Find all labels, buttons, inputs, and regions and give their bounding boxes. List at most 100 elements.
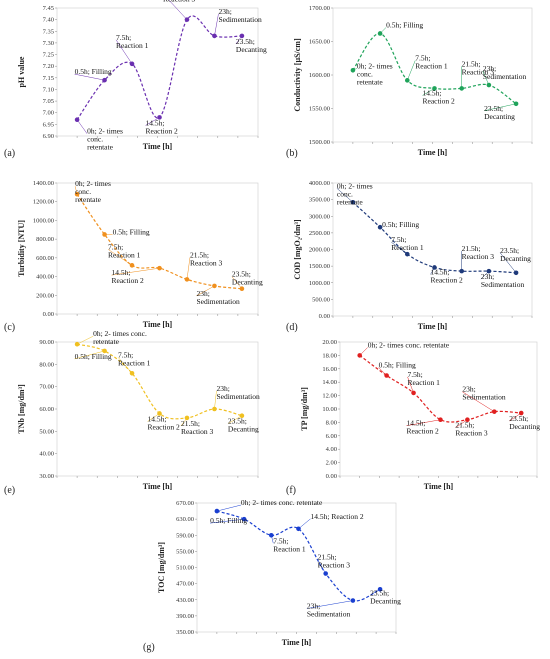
y-tick-label: 7.40 (43, 17, 54, 24)
chart-panel-g: 350.00 390.00 430.00 470.00 510.00 550.00 590.… (143, 498, 401, 653)
annotation-leader (298, 518, 311, 529)
plot-frame (56, 182, 259, 315)
x-axis-title: Time [h] (282, 638, 312, 647)
data-annotation: 7.5h; Reaction 1 (415, 53, 448, 70)
data-annotation: 0.5h; Filling (75, 352, 112, 361)
data-annotation: 21.5h;Reaction 3 (455, 421, 488, 438)
annotation-leader (74, 186, 78, 195)
chart-panel-c: 0.00 200.00 400.00 600.00 800.00 1000.00 1200.… (4, 179, 263, 333)
y-tick-label: 7.00 (43, 110, 54, 117)
panel-label: (d) (286, 322, 298, 333)
y-tick-label: 50.00 (39, 428, 54, 435)
y-tick-label: 7.35 (43, 28, 54, 35)
data-annotation: 0h; 2- times conc. retentate (337, 181, 373, 206)
data-annotation: 0.5h; Filling (386, 20, 423, 29)
data-point (438, 417, 443, 423)
data-annotation: 0.5h; Filling (75, 67, 112, 76)
y-tick-label: 60.00 (39, 406, 54, 413)
annotation-leader (484, 103, 517, 112)
data-annotation: 0h; 2- times conc. retentate (87, 127, 123, 152)
y-tick-label: 7.15 (43, 75, 54, 82)
chart-panel-f: 0.00 2.00 4.00 6.00 8.00 10.00 12.00 14.00 16.00… (286, 339, 540, 496)
annotation-leader (336, 188, 354, 203)
data-annotation: 21.5h;Reaction 3 (190, 250, 223, 267)
annotation-leader (235, 35, 243, 45)
data-point (432, 86, 437, 91)
data-point (323, 571, 328, 576)
panel-label: (g) (143, 642, 155, 653)
y-tick-label: 7.20 (43, 63, 54, 70)
y-tick-label: 70.00 (39, 384, 54, 391)
data-annotation: 23h; Sedimentation (481, 272, 525, 289)
data-annotation: 14.5h; Reaction 2 (406, 419, 439, 436)
data-point (74, 341, 80, 347)
annotation-leader (227, 415, 243, 424)
annotation-leader (378, 367, 387, 376)
y-tick-label: 18.00 (322, 352, 337, 359)
y-tick-label: 90.00 (39, 339, 54, 346)
annotation-leader (147, 413, 160, 422)
data-annotation: 23.5h; Decanting (228, 417, 259, 434)
annotation-leader (117, 357, 133, 374)
y-axis-title: COD [mgO₂/dm³] (293, 219, 302, 279)
annotation-leader (216, 504, 241, 512)
y-tick-label: 3000.00 (309, 213, 330, 220)
data-annotation: 0.5h; Filling (382, 220, 419, 229)
data-point (492, 409, 497, 414)
data-annotation: 0.5h; Filling (379, 361, 416, 370)
y-tick-label: 0.00 (43, 311, 54, 318)
data-point (102, 232, 107, 237)
annotation-leader (111, 267, 160, 276)
y-tick-label: 510.00 (176, 565, 194, 572)
y-tick-label: 14.00 (322, 379, 337, 386)
data-annotation: 7.5h; Reaction 1 (108, 242, 141, 259)
panel-label: (c) (4, 322, 15, 333)
data-annotation: 0.5h; Filling (210, 516, 247, 525)
y-tick-label: 6.95 (43, 121, 54, 128)
annotation-leader (76, 336, 94, 345)
y-tick-label: 200.00 (36, 292, 54, 299)
y-axis-title: pH value (17, 56, 26, 87)
y-tick-label: 40.00 (39, 451, 54, 458)
y-axis-title: Conductivity [µS/cm] (293, 38, 302, 112)
data-annotation: 21.5h;Reaction 3 (462, 244, 495, 261)
y-tick-label: 630.00 (176, 516, 194, 523)
data-annotation: 23h; Sedimentation (196, 289, 240, 306)
annotation-leader (499, 252, 517, 273)
data-annotation: 23h; Sedimentation (462, 385, 506, 402)
panel-label: (f) (286, 485, 296, 496)
y-tick-label: 400.00 (36, 274, 54, 281)
data-annotation: 23.5h; Decanting (509, 414, 540, 431)
plot-frame (332, 182, 533, 317)
data-annotation: 0h; 2- times conc. retentate (368, 340, 450, 349)
x-axis-title: Time [h] (418, 148, 448, 157)
data-annotation: 14.5h; Reaction 2 (430, 267, 463, 284)
y-axis-title: TP [mg/dm³] (300, 387, 309, 431)
data-point (74, 117, 80, 123)
annotation-leader (509, 412, 522, 422)
data-annotation: 14.5h; Reaction 2 (112, 268, 145, 285)
data-annotation: 23.5h; Decanting (232, 270, 263, 287)
y-tick-label: 600.00 (36, 255, 54, 262)
annotation-leader (391, 241, 408, 255)
x-axis-title: Time [h] (424, 482, 454, 491)
annotation-leader (462, 391, 495, 412)
data-annotation: 0h; 2- times conc. retentate (241, 498, 323, 507)
annotation-leader (180, 417, 188, 427)
data-annotation: 23h; Sedimentation (483, 64, 527, 81)
data-annotation: 23h; Sedimentation (218, 7, 262, 24)
y-tick-label: 1500.00 (309, 263, 330, 270)
data-annotation: 7.5h; Reaction 1 (273, 536, 306, 553)
data-annotation: 0.5h; Filling (113, 227, 150, 236)
y-tick-label: 1700.00 (309, 5, 330, 12)
y-tick-label: 800.00 (36, 236, 54, 243)
y-tick-label: 4000.00 (309, 180, 330, 187)
data-point (411, 390, 416, 396)
data-annotation: 23.5h; Decanting (484, 104, 515, 121)
data-annotation: 7.5h; Reaction 1 (118, 350, 151, 367)
data-annotation: 23.5h; Decanting (370, 588, 401, 605)
annotation-leader (271, 535, 274, 544)
y-tick-label: 80.00 (39, 361, 54, 368)
annotation-leader (306, 600, 353, 609)
